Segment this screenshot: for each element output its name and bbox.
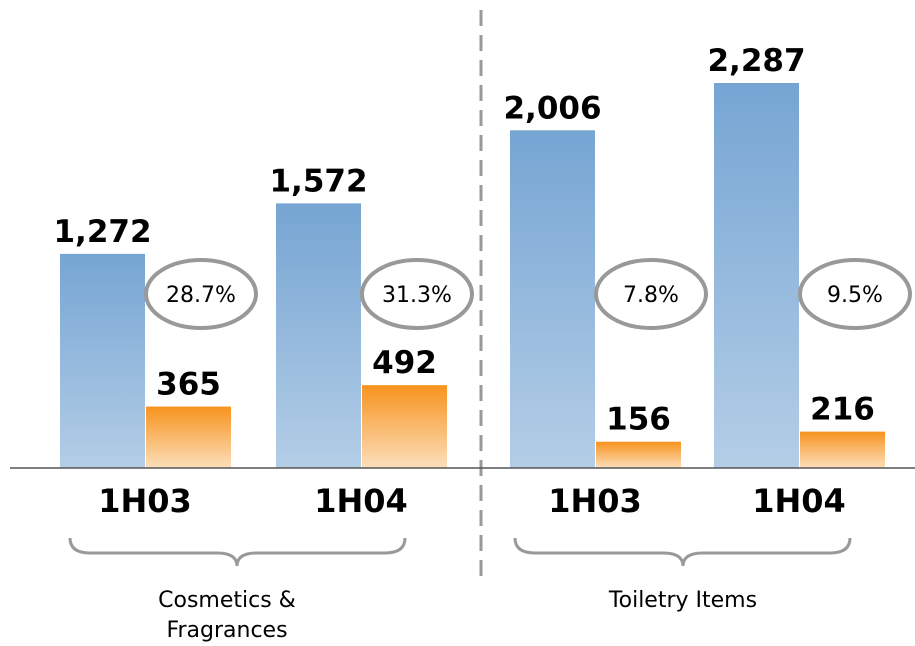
- bar: [714, 83, 799, 468]
- ratio-label: 7.8%: [623, 283, 679, 308]
- ratio-label: 28.7%: [166, 283, 236, 308]
- bar: [800, 431, 885, 468]
- bar: [60, 253, 145, 468]
- bar: [146, 406, 231, 468]
- bar: [362, 385, 447, 468]
- value-label: 365: [156, 367, 221, 403]
- value-label: 492: [372, 345, 437, 381]
- ratio-label: 9.5%: [827, 283, 883, 308]
- value-label: 156: [606, 402, 671, 438]
- x-tick-label: 1H03: [548, 482, 642, 520]
- ratio-ellipse: [594, 258, 708, 330]
- x-tick-label: 1H03: [98, 482, 192, 520]
- x-tick-label: 1H04: [314, 482, 408, 520]
- ratio-ellipse: [144, 258, 258, 330]
- bar: [596, 441, 681, 468]
- value-label: 1,272: [53, 214, 151, 250]
- value-label: 2,287: [707, 43, 805, 79]
- group-brace: [68, 537, 407, 567]
- x-tick-label: 1H04: [752, 482, 846, 520]
- bar: [276, 203, 361, 468]
- value-label: 1,572: [269, 163, 367, 199]
- ratio-ellipse: [360, 258, 474, 330]
- group-label: Toiletry Items: [608, 588, 758, 613]
- group-label: Cosmetics & Fragrances: [158, 588, 296, 643]
- value-label: 216: [810, 392, 875, 428]
- value-label: 2,006: [503, 90, 601, 126]
- ratio-label: 31.3%: [382, 283, 452, 308]
- bar: [510, 130, 595, 468]
- group-brace: [513, 537, 852, 567]
- ratio-ellipse: [798, 258, 912, 330]
